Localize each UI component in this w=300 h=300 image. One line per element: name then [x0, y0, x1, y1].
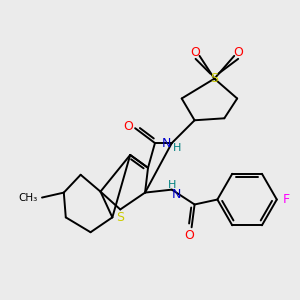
- Text: H: H: [172, 143, 181, 153]
- Text: CH₃: CH₃: [19, 193, 38, 202]
- Text: H: H: [168, 180, 176, 190]
- Text: N: N: [162, 136, 172, 150]
- Text: O: O: [123, 120, 133, 133]
- Text: O: O: [190, 46, 200, 59]
- Text: O: O: [185, 229, 195, 242]
- Text: O: O: [233, 46, 243, 59]
- Text: N: N: [172, 188, 182, 201]
- Text: S: S: [210, 72, 218, 85]
- Text: S: S: [116, 211, 124, 224]
- Text: F: F: [283, 193, 290, 206]
